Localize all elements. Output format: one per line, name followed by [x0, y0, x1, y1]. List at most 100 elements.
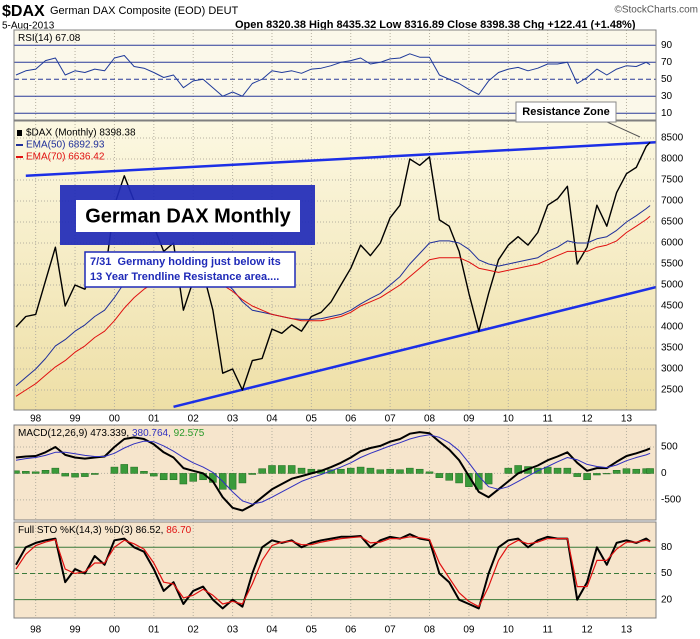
x-tick-label: 03	[227, 414, 239, 425]
histogram-bar	[425, 471, 434, 474]
security-name: German DAX Composite (EOD) DEUT	[50, 5, 239, 17]
callout-box	[515, 101, 617, 123]
title-box-text: German DAX Monthly	[85, 205, 291, 227]
legend-entry: 380.764,	[129, 428, 171, 439]
histogram-bar	[337, 468, 345, 474]
trendline	[25, 140, 656, 178]
panel-background	[14, 522, 656, 618]
series-line	[15, 536, 651, 608]
legend-entry: 86.70	[163, 525, 191, 536]
plot-area	[14, 121, 656, 410]
x-tick-label: 06	[345, 414, 357, 425]
histogram-bar	[130, 466, 138, 474]
x-tick-label: 99	[69, 414, 81, 425]
histogram-bar	[31, 471, 40, 474]
histogram-bar	[61, 473, 69, 477]
histogram-bar	[455, 473, 463, 484]
panel-border	[13, 120, 657, 411]
histogram-bar	[238, 473, 247, 484]
histogram-bar	[622, 468, 631, 474]
panel-border	[13, 424, 657, 521]
x-tick-label: 02	[188, 625, 200, 636]
histogram-bar	[612, 470, 621, 474]
legend: RSI(14) 67.08	[18, 33, 81, 44]
histogram-bar	[543, 466, 552, 474]
series-line	[15, 53, 651, 97]
x-tick-label: 11	[542, 414, 553, 425]
panel-border	[13, 521, 657, 619]
series-line	[15, 431, 651, 512]
callout-text: Resistance Zone	[522, 106, 609, 118]
x-tick-label: 98	[30, 414, 42, 425]
histogram-bar	[593, 473, 601, 476]
histogram-bar	[228, 473, 237, 490]
legend-entry: MACD(12,26,9) 473.339,	[18, 428, 129, 439]
y-tick-label: 4000	[661, 322, 684, 333]
x-tick-label: 05	[306, 414, 318, 425]
histogram-bar	[396, 469, 404, 474]
y-tick-label: -500	[661, 495, 681, 506]
credit: ©StockCharts.com	[614, 5, 698, 16]
histogram-bar	[327, 469, 335, 474]
histogram-bar	[504, 467, 513, 474]
series-line	[15, 215, 651, 397]
histogram-bar	[646, 468, 654, 474]
legend-entry: Full STO %K(14,3) %D(3) 86.52,	[18, 525, 163, 536]
x-tick-label: 13	[621, 414, 633, 425]
x-tick-label: 13	[621, 625, 633, 636]
x-tick-label: 00	[109, 625, 121, 636]
legend-marker	[17, 130, 22, 136]
x-tick-label: 05	[306, 625, 318, 636]
histogram-bar	[475, 473, 483, 490]
y-tick-label: 70	[661, 57, 673, 68]
y-tick-label: 3500	[661, 343, 684, 354]
x-tick-label: 98	[30, 625, 42, 636]
note-text: 13 Year Trendline Resistance area....	[90, 271, 279, 283]
series-line	[15, 533, 651, 610]
y-tick-label: 6000	[661, 238, 684, 249]
histogram-bar	[71, 473, 79, 478]
histogram-bar	[573, 473, 581, 477]
histogram-bar	[159, 473, 168, 481]
x-tick-label: 08	[424, 414, 436, 425]
x-tick-label: 12	[582, 414, 594, 425]
histogram-bar	[484, 473, 493, 485]
series-line	[15, 434, 651, 505]
y-tick-label: 6500	[661, 217, 684, 228]
x-tick-label: 08	[424, 625, 436, 636]
symbol: $DAX	[2, 3, 45, 20]
histogram-bar	[376, 469, 385, 474]
x-tick-label: 01	[148, 414, 160, 425]
histogram-bar	[553, 467, 562, 474]
histogram-bar	[41, 470, 50, 474]
x-tick-label: 04	[266, 625, 278, 636]
y-tick-label: 7000	[661, 196, 684, 207]
histogram-bar	[287, 465, 296, 474]
x-tick-label: 12	[582, 625, 594, 636]
date: 5-Aug-2013	[2, 21, 55, 32]
legend-entry: RSI(14) 67.08	[18, 33, 81, 44]
legend: MACD(12,26,9) 473.339, 380.764, 92.575	[18, 428, 205, 439]
x-tick-label: 09	[463, 625, 475, 636]
y-tick-label: 50	[661, 74, 673, 85]
histogram-bar	[406, 467, 414, 474]
y-tick-label: 90	[661, 40, 673, 51]
histogram-bar	[356, 466, 365, 474]
histogram-bar	[268, 465, 276, 474]
x-tick-label: 01	[148, 625, 160, 636]
histogram-bar	[248, 473, 257, 475]
note-box	[84, 251, 296, 288]
histogram-bar	[278, 465, 286, 474]
histogram-bar	[347, 467, 355, 474]
x-tick-label: 99	[69, 625, 81, 636]
y-tick-label: 3000	[661, 364, 684, 375]
x-tick-label: 03	[227, 625, 239, 636]
histogram-bar	[583, 473, 591, 481]
histogram-bar	[386, 468, 394, 474]
legend-entry: EMA(70) 6636.42	[26, 152, 105, 163]
histogram-bar	[603, 473, 611, 475]
histogram-bar	[297, 467, 306, 474]
y-tick-label: 2500	[661, 385, 684, 396]
